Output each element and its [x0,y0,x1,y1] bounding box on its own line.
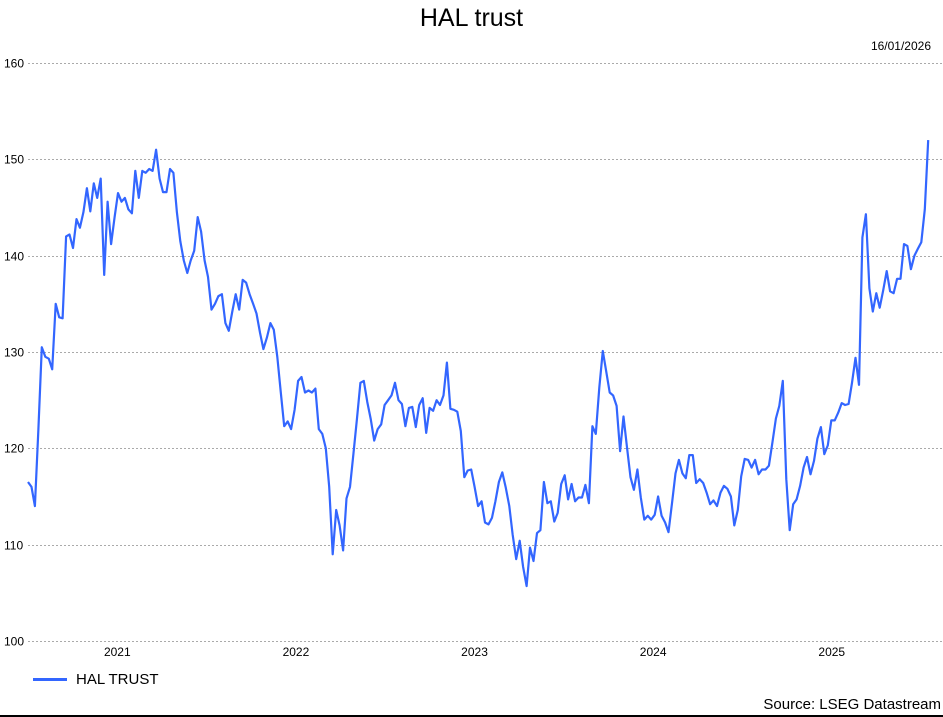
chart-title: HAL trust [419,4,524,32]
gridlines [28,63,943,642]
legend-swatch [33,678,67,681]
x-tick-label: 2021 [104,645,131,659]
series-line-hal-trust [27,140,930,588]
y-tick-label: 150 [4,153,24,167]
x-tick-label: 2024 [640,645,667,659]
legend-label: HAL TRUST [76,671,159,688]
source-label: Source: LSEG Datastream [763,696,941,713]
y-tick-label: 130 [4,346,24,360]
x-tick-label: 2023 [461,645,488,659]
y-tick-label: 120 [4,442,24,456]
y-tick-label: 140 [4,250,24,264]
x-axis: 2021 2022 2023 2024 2025 [104,645,845,659]
date-label: 16/01/2026 [870,39,931,53]
y-tick-label: 160 [4,57,24,71]
y-axis: 100 110 120 130 140 150 160 [4,57,24,649]
y-tick-label: 110 [4,539,23,553]
bottom-border [0,715,943,717]
y-tick-label: 100 [4,635,24,649]
x-tick-label: 2025 [818,645,845,659]
legend: HAL TRUST [33,671,159,688]
x-tick-label: 2022 [283,645,310,659]
